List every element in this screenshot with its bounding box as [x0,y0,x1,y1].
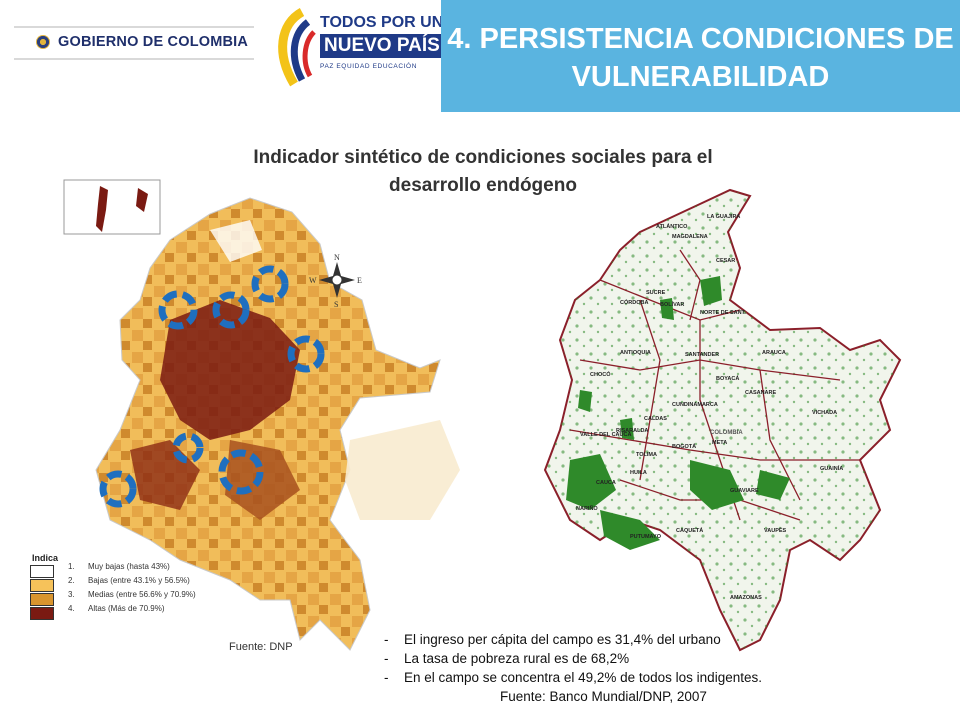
target-ring [218,449,264,495]
legend-num: 1. [68,562,75,571]
list-item-text: El ingreso per cápita del campo es 31,4%… [404,632,721,647]
legend-swatch [30,593,54,606]
map-legend: Indica 1. Muy bajas (hasta 43%) 2. Bajas… [28,553,238,623]
todos-por-un-nuevo-pais-logo: TODOS POR UN NUEVO PAÍS PAZ EQUIDAD EDUC… [272,2,444,98]
target-ring [251,265,289,303]
gobierno-logo: GOBIERNO DE COLOMBIA [14,26,254,60]
key-facts-list: - El ingreso per cápita del campo es 31,4… [384,630,884,706]
target-ring [212,291,250,329]
map-title: Indicador sintético de condiciones socia… [238,144,728,200]
medium-zone-south [225,440,300,520]
list-item-text: En el campo se concentra el 49,2% de tod… [404,670,762,685]
list-item: - La tasa de pobreza rural es de 68,2% [384,651,630,666]
slide-title-line1: 4. PERSISTENCIA CONDICIONES DE [447,23,954,55]
legend-swatch [30,565,54,578]
legend-swatch [30,579,54,592]
legend-swatch [30,607,54,620]
slide-title: 4. PERSISTENCIA CONDICIONES DE VULNERABI… [447,20,954,96]
legend-num: 2. [68,576,75,585]
compass-n: N [334,253,340,262]
san-andres-inset [63,179,161,235]
rural-dots-texture [545,190,900,650]
logo-bottom-rule [14,58,254,60]
target-rings [99,265,325,508]
compass-e: E [357,276,362,285]
right-map [543,188,902,652]
compass-w: W [309,276,317,285]
target-ring [172,432,204,464]
legend-header: Indica [32,553,59,563]
inset-island-1 [96,186,108,232]
list-item-text: La tasa de pobreza rural es de 68,2% [404,651,630,666]
legend-num: 4. [68,604,75,613]
target-ring [158,290,198,330]
low-zone-north [210,220,262,262]
list-item: - En el campo se concentra el 49,2% de to… [384,670,762,685]
target-ring [287,335,325,373]
brand-line3: PAZ EQUIDAD EDUCACIÓN [320,63,417,70]
target-ring [99,470,137,508]
legend-label: Bajas (entre 43.1% y 56.5%) [88,576,190,585]
map-title-line1: Indicador sintético de condiciones socia… [253,147,713,168]
left-map-country [95,197,441,651]
compass-s: S [334,300,338,309]
source-dnp: Fuente: DNP [229,641,293,653]
left-map: N S E W [63,179,460,651]
inset-island-2 [136,188,148,212]
low-zone-east [345,420,460,520]
legend-label: Altas (Más de 70.9%) [88,604,165,613]
legend-label: Muy bajas (hasta 43%) [88,562,170,571]
slide-title-line2: VULNERABILIDAD [571,61,830,93]
legend-label: Medias (entre 56.6% y 70.9%) [88,590,196,599]
legend-num: 3. [68,590,75,599]
brand-line2: NUEVO PAÍS [320,34,444,58]
slide-title-box: 4. PERSISTENCIA CONDICIONES DE VULNERABI… [441,0,960,112]
map-title-line2: desarrollo endógeno [389,175,577,196]
bullets-source: Fuente: Banco Mundial/DNP, 2007 [500,689,707,704]
gobierno-logo-text: GOBIERNO DE COLOMBIA [58,34,249,50]
seal-icon [36,35,50,49]
indigence-clusters [566,276,790,550]
compass-rose-icon: N S E W [309,253,362,309]
brand-line1: TODOS POR UN [320,14,444,31]
logo-top-rule [14,26,254,28]
list-item: - El ingreso per cápita del campo es 31,4… [384,632,721,647]
high-zone-central [160,300,300,440]
tricolor-swoosh-icon [278,8,316,87]
